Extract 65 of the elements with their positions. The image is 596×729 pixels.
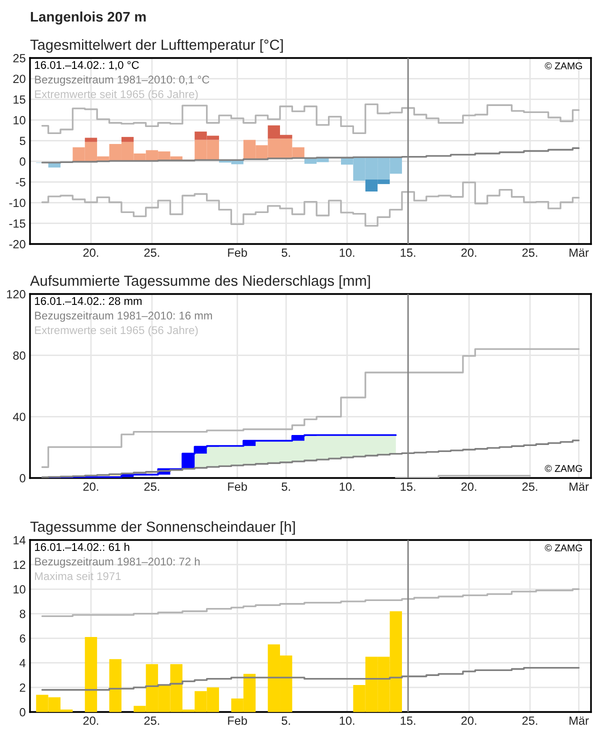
y-tick-label: 5 (20, 136, 26, 146)
annotation: Maxima seit 1971 (35, 572, 121, 580)
chart-title: Langenlois 207 m (30, 11, 146, 25)
annotation: 16.01.–14.02.: 61 h (35, 542, 130, 551)
x-tick-label: 15. (400, 248, 416, 257)
x-tick-label: 25. (522, 248, 538, 257)
y-tick-label: 40 (12, 412, 26, 422)
x-tick-label: 20. (461, 482, 476, 491)
annotation: Bezugszeitraum 1981–2010: 72 h (35, 557, 200, 568)
chart-title: Tagessumme der Sonnenscheindauer [h] (30, 521, 295, 535)
y-tick-label: 15 (14, 95, 26, 104)
x-tick-label: 25. (144, 248, 160, 257)
y-tick-label: -15 (9, 219, 26, 228)
x-tick-label: 20. (83, 482, 98, 491)
y-tick-label: 10 (14, 116, 26, 124)
y-tick-label: 0 (20, 474, 26, 482)
y-tick-label: 10 (14, 585, 26, 594)
x-tick-label: 5. (282, 482, 290, 491)
x-tick-label: 5. (282, 716, 290, 725)
x-tick-label: 20. (461, 248, 476, 257)
annotation: Extremwerte seit 1965 (56 Jahre) (35, 90, 198, 100)
x-tick-label: 10. (340, 482, 354, 491)
y-tick-label: 4 (20, 659, 26, 668)
chart-title: Aufsummierte Tagessumme des Niederschlags [mm] (30, 275, 370, 289)
annotation: © ZAMG (544, 544, 582, 552)
y-tick-label: -20 (9, 240, 26, 248)
annotation: 16.01.–14.02.: 28 mm (35, 297, 142, 305)
x-tick-label: Feb (228, 482, 248, 491)
y-tick-label: 12 (14, 560, 26, 569)
y-tick-label: 25 (13, 54, 26, 62)
x-tick-label: 20. (83, 716, 98, 725)
y-tick-label: 2 (20, 683, 26, 692)
x-tick-label: 20. (461, 716, 476, 725)
x-tick-label: 15. (400, 482, 416, 491)
x-tick-label: 20. (83, 248, 98, 257)
x-tick-label: 25. (144, 716, 160, 725)
y-tick-label: 8 (20, 610, 26, 618)
x-tick-label: Feb (228, 248, 248, 257)
x-tick-label: 5. (282, 248, 290, 257)
y-tick-label: 20 (13, 74, 26, 84)
x-tick-label: 25. (522, 716, 538, 725)
x-tick-label: Mär (570, 716, 589, 725)
x-tick-label: Mär (570, 248, 589, 257)
annotation: Extremwerte seit 1965 (56 Jahre) (35, 326, 198, 336)
x-tick-label: 10. (340, 248, 354, 257)
y-tick-label: 0 (20, 708, 26, 716)
y-tick-label: 80 (13, 351, 26, 360)
y-tick-label: -5 (16, 178, 26, 186)
x-tick-label: Feb (228, 716, 248, 725)
annotation: Bezugszeitraum 1981–2010: 0,1 °C (35, 75, 210, 86)
y-tick-label: 120 (7, 290, 26, 298)
y-tick-label: 6 (20, 634, 26, 643)
chart-subtitle: Tagesmittelwert der Lufttemperatur [°C] (30, 39, 283, 53)
x-tick-label: Mär (570, 482, 589, 491)
x-tick-label: 10. (340, 716, 354, 725)
y-tick-label: 14 (14, 536, 26, 544)
x-tick-label: 25. (522, 482, 538, 491)
x-tick-label: 25. (144, 482, 160, 491)
y-tick-label: 0 (20, 157, 26, 166)
annotation: Bezugszeitraum 1981–2010: 16 mm (35, 311, 212, 322)
annotation: 16.01.–14.02.: 1,0 °C (35, 61, 139, 70)
annotation: © ZAMG (544, 62, 582, 70)
x-tick-label: 15. (400, 716, 416, 725)
annotation: © ZAMG (544, 465, 582, 472)
y-tick-label: -10 (9, 198, 26, 208)
